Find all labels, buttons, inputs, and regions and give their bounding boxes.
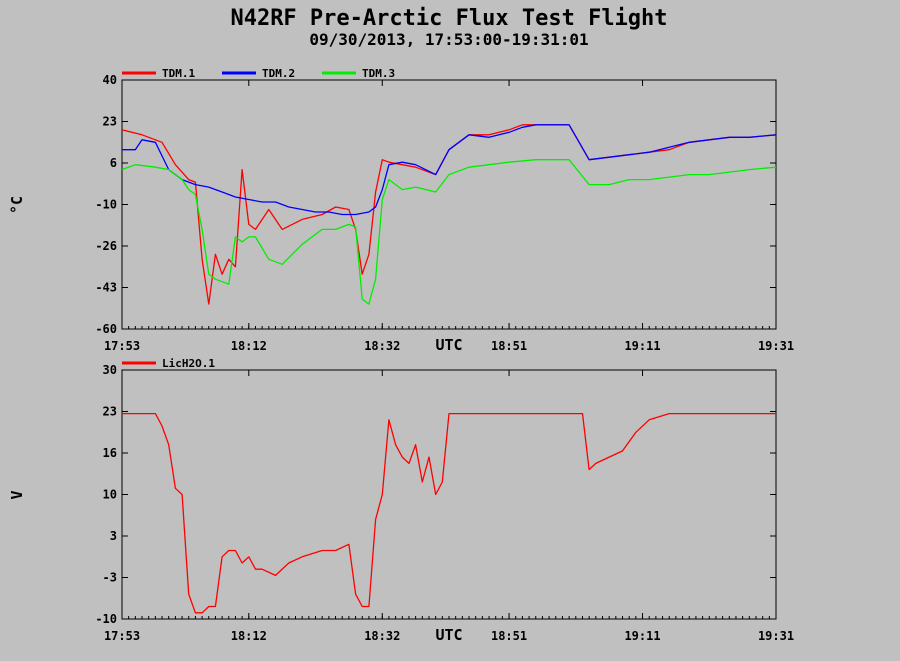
y-tick-label: 23 [103,405,117,419]
y-tick-label: -10 [95,612,117,626]
x-tick-label: 18:51 [491,629,527,643]
y-tick-label: -26 [95,239,117,253]
y-tick-label: 16 [103,446,117,460]
x-tick-label: 18:51 [491,339,527,353]
y-tick-label: -43 [95,281,117,295]
y-axis-label: V [8,490,26,499]
y-tick-label: -60 [95,322,117,336]
legend-label: TDM.1 [162,67,195,80]
x-tick-label: 18:32 [364,629,400,643]
x-tick-label: 18:32 [364,339,400,353]
legend-label: TDM.2 [262,67,295,80]
plot-frame [121,369,777,620]
x-tick-label: 19:11 [624,629,660,643]
y-tick-label: -3 [103,571,117,585]
x-tick-label: 17:53 [104,339,140,353]
x-tick-label: 18:12 [231,339,267,353]
x-axis-label: UTC [435,336,462,354]
y-tick-label: -10 [95,198,117,212]
plot-frame [121,79,777,330]
series-line-tdm-2 [122,124,777,216]
series-line-tdm-3 [121,159,777,305]
chart-subtitle: 09/30/2013, 17:53:00-19:31:01 [309,30,588,49]
x-axis-label: UTC [435,626,462,644]
legend-label: LicH2O.1 [162,357,215,370]
y-axis-label: °C [8,196,26,214]
legend-label: TDM.3 [362,67,395,80]
chart-title: N42RF Pre-Arctic Flux Test Flight [230,6,667,31]
series-line-lich2o-1 [122,412,776,614]
x-tick-label: 18:12 [231,629,267,643]
y-tick-label: 30 [103,363,117,377]
y-tick-label: 6 [110,156,117,170]
x-tick-label: 19:31 [758,629,794,643]
x-tick-label: 19:31 [758,339,794,353]
x-tick-label: 19:11 [624,339,660,353]
y-tick-label: 10 [103,488,117,502]
y-tick-label: 40 [103,73,117,87]
y-tick-label: 3 [110,529,117,543]
series-line-tdm-1 [121,124,777,305]
voltage-panel: 30 23 16 10 3 -3 -10 17:53 18:12 18:32 18:51 19:11 1… [8,357,794,644]
temperature-panel: 40 23 6 -10 -26 -43 -60 17:53 18:12 18:32 18:51 19:… [8,67,794,354]
x-tick-label: 17:53 [104,629,140,643]
y-tick-label: 23 [103,115,117,129]
